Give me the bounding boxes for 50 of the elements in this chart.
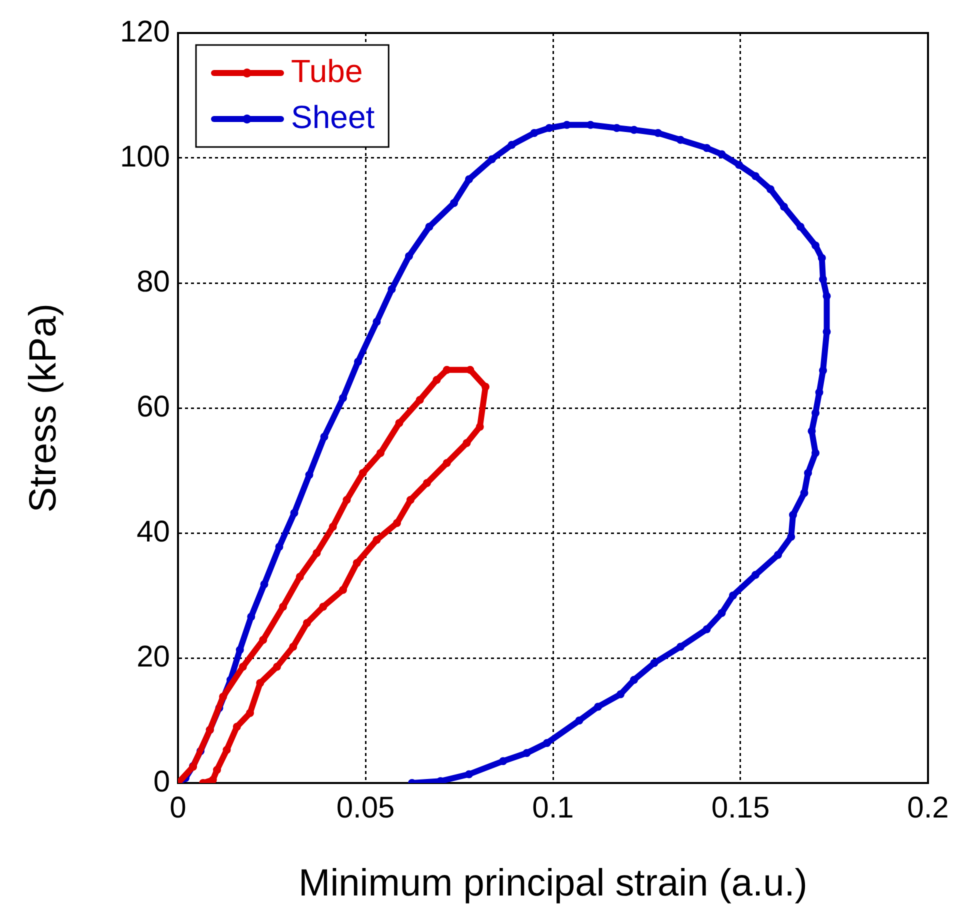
point <box>256 679 264 687</box>
y-axis-title: Stress (kPa) <box>22 303 64 513</box>
point <box>213 766 221 774</box>
y-tick-label: 80 <box>136 265 170 298</box>
point <box>289 642 298 651</box>
legend-label: Sheet <box>291 98 375 135</box>
point <box>442 459 451 467</box>
point <box>482 382 490 391</box>
point <box>352 559 361 567</box>
point <box>238 662 247 671</box>
point <box>232 722 241 731</box>
point <box>339 586 347 594</box>
point <box>319 602 328 611</box>
y-tick-label: 40 <box>136 515 170 548</box>
point <box>296 572 304 581</box>
point <box>466 366 474 374</box>
point <box>395 419 404 427</box>
legend-label: Tube <box>291 52 363 89</box>
point <box>416 396 424 404</box>
point <box>476 422 484 431</box>
point <box>358 469 367 477</box>
point <box>406 496 414 504</box>
x-tick-label: 0.2 <box>907 791 949 824</box>
point <box>376 449 384 457</box>
point <box>303 619 311 627</box>
point <box>342 496 351 504</box>
point <box>393 519 401 527</box>
y-tick-label: 0 <box>153 765 170 798</box>
x-tick-label: 0.1 <box>532 791 574 824</box>
y-tick-label: 60 <box>136 390 170 424</box>
x-axis-title: Minimum principal strain (a.u.) <box>298 862 808 905</box>
y-tick-label: 120 <box>120 15 170 48</box>
point <box>462 439 471 447</box>
point <box>259 636 268 644</box>
point <box>372 536 381 544</box>
y-tick-label: 100 <box>120 140 170 174</box>
point <box>432 376 441 384</box>
point <box>312 549 321 557</box>
point <box>246 709 254 717</box>
x-tick-label: 0.05 <box>336 791 395 824</box>
point <box>423 479 431 487</box>
point <box>442 366 451 374</box>
point <box>222 746 231 754</box>
point <box>279 602 287 611</box>
point <box>328 522 337 531</box>
x-tick-label: 0.15 <box>711 791 770 824</box>
y-tick-label: 20 <box>136 640 170 674</box>
point <box>208 776 217 783</box>
point <box>219 692 227 701</box>
point <box>273 662 281 671</box>
